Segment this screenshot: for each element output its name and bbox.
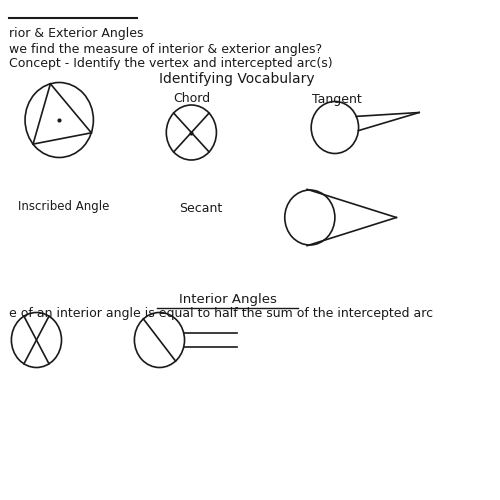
Text: Interior Angles: Interior Angles [179,292,277,306]
Text: rior & Exterior Angles: rior & Exterior Angles [9,28,143,40]
Text: Inscribed Angle: Inscribed Angle [18,200,110,213]
Text: Chord: Chord [173,92,210,106]
Text: e of an interior angle is equal to half the sum of the intercepted arc: e of an interior angle is equal to half … [9,308,433,320]
Text: Identifying Vocabulary: Identifying Vocabulary [159,72,314,86]
Text: Tangent: Tangent [312,92,362,106]
Text: we find the measure of interior & exterior angles?: we find the measure of interior & exteri… [9,42,322,56]
Text: Secant: Secant [179,202,222,215]
Text: Concept - Identify the vertex and intercepted arc(s): Concept - Identify the vertex and interc… [9,58,332,70]
